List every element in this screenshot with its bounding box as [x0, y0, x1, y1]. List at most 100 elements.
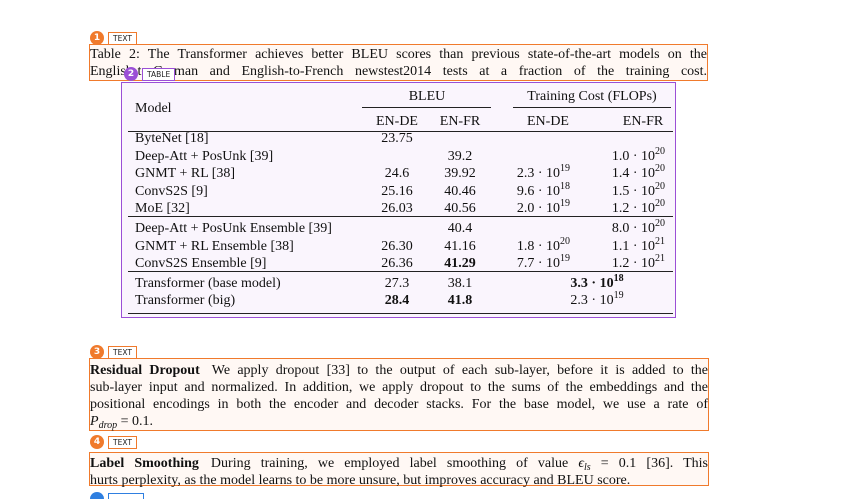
cell-text: 1.4 · 10: [611, 166, 655, 182]
header-cell: EN-FR: [439, 114, 481, 129]
cell-exponent: 20: [655, 145, 665, 157]
table-cell: 9.6 · 1018: [370, 180, 570, 202]
cell-text: 40.46: [444, 183, 476, 199]
table-rule: [128, 216, 673, 217]
header-cell: Training Cost (FLOPs): [527, 89, 657, 104]
text-segment: P: [90, 414, 99, 429]
text-segment: Table 2: The Transformer achieves better…: [90, 47, 707, 62]
cell-text: 40.4: [447, 221, 473, 236]
cell-text: 27.3: [384, 275, 410, 291]
text-segment: During training, we employed label smoot…: [210, 456, 579, 471]
cell-text: 1.2 · 10: [611, 256, 655, 272]
cell-exponent: 21: [655, 253, 665, 265]
cell-text: 2.3 · 10: [570, 293, 614, 309]
text-segment: Residual Dropout: [90, 363, 200, 378]
cell-text: 38.1: [447, 275, 473, 291]
table-cell: 41.8: [360, 292, 560, 310]
cell-text: 39.92: [444, 166, 476, 182]
header-cell: Model: [135, 101, 172, 116]
cell-text: 26.03: [381, 201, 413, 217]
table-cell: 1.2 · 1021: [465, 253, 665, 274]
cell-text: 8.0 · 10: [611, 221, 655, 236]
annotation-box: [89, 452, 709, 486]
table-rule: [128, 131, 673, 132]
text-segment: We apply dropout [33] to the output of e…: [211, 363, 708, 378]
table-cell: 1.1 · 1021: [465, 236, 665, 257]
table-rule: [513, 107, 671, 108]
cell-text: 1.0 · 10: [611, 148, 655, 164]
header-cell: EN-DE: [376, 114, 418, 129]
text-segment: = 0.1 [36]. This: [590, 456, 708, 471]
text-segment: hurts perplexity, as the model learns to…: [90, 473, 631, 488]
cell-exponent: 19: [560, 198, 570, 210]
text-line: Table 2: The Transformer achieves better…: [90, 46, 707, 63]
table-cell: 27.3: [297, 275, 497, 293]
table-cell: 41.29: [360, 255, 560, 273]
model-cell: Deep-Att + PosUnk [39]: [135, 148, 274, 164]
table-cell: 2.3 · 1019: [370, 163, 570, 184]
table-cell: 40.56: [360, 200, 560, 218]
model-cell: Transformer (big): [135, 293, 236, 309]
header-cell: BLEU: [408, 89, 446, 104]
table-cell: 25.16: [297, 183, 497, 201]
model-cell: Transformer (base model): [135, 275, 281, 291]
annotation-index: 2: [124, 67, 138, 81]
cell-exponent: 20: [655, 218, 665, 229]
table-cell: 40.4: [360, 220, 560, 238]
cell-text: 41.29: [444, 256, 476, 272]
text-segment: sub-layer input and normalized. In addit…: [90, 380, 708, 395]
cell-exponent: 18: [560, 180, 570, 192]
table-cell: 39.2: [360, 148, 560, 166]
table-cell: 28.4: [297, 292, 497, 310]
table-cell: 1.2 · 1020: [465, 198, 665, 219]
cell-exponent: 19: [560, 253, 570, 265]
cell-text: 2.3 · 10: [516, 166, 560, 182]
table-cell: 26.36: [297, 255, 497, 273]
table-cell: 1.5 · 1020: [465, 180, 665, 202]
cell-exponent: 20: [655, 198, 665, 210]
table-cell: 7.7 · 1019: [370, 253, 570, 274]
model-cell: ByteNet [18]: [135, 131, 209, 146]
cell-text: 3.3 · 10: [570, 275, 614, 291]
cell-text: 1.8 · 10: [516, 238, 560, 254]
table-cell: 38.1: [360, 275, 560, 293]
cell-text: 26.36: [381, 256, 413, 272]
annotation-index: [90, 492, 104, 499]
table-cell: 1.8 · 1020: [370, 235, 570, 257]
annotation-label: [108, 493, 144, 499]
table-cell: 40.46: [360, 183, 560, 201]
table-cell: 23.75: [297, 130, 497, 148]
cell-text: 2.0 · 10: [516, 201, 560, 217]
table-cell: 24.6: [297, 165, 497, 183]
annotation-box: [89, 44, 708, 81]
text-line: Residual Dropout We apply dropout [33] to…: [90, 362, 708, 379]
cell-text: 1.5 · 10: [611, 183, 655, 199]
header-cell: EN-DE: [527, 114, 569, 129]
cell-exponent: 20: [560, 235, 570, 247]
annotation-box: [89, 358, 709, 431]
table-cell: 1.4 · 1020: [465, 163, 665, 184]
cell-text: 9.6 · 10: [516, 183, 560, 199]
text-segment: English-to-German and English-to-French …: [90, 64, 707, 79]
text-segment: = 0.1.: [117, 414, 153, 429]
table-cell: 3.3 · 1018: [497, 273, 697, 294]
table-cell: 41.16: [360, 238, 560, 256]
table-cell: 26.30: [297, 238, 497, 256]
cell-text: 24.6: [384, 166, 410, 182]
annotation-label: TEXT: [108, 436, 137, 449]
text-segment: ls: [584, 462, 591, 473]
model-cell: Deep-Att + PosUnk Ensemble [39]: [135, 221, 332, 236]
cell-exponent: 20: [655, 180, 665, 192]
text-line: hurts perplexity, as the model learns to…: [90, 472, 708, 489]
text-line: positional encodings in both the encoder…: [90, 396, 708, 413]
annotation-index: 4: [90, 435, 104, 449]
cell-text: 1.2 · 10: [611, 201, 655, 217]
table-cell: 39.92: [360, 165, 560, 183]
table-cell: 1.0 · 1020: [465, 145, 665, 167]
model-cell: ConvS2S [9]: [135, 183, 208, 199]
cell-text: 39.2: [447, 148, 473, 164]
table-rule: [128, 270, 673, 273]
annotation-index: 3: [90, 345, 104, 359]
text-line: English-to-German and English-to-French …: [90, 63, 707, 80]
